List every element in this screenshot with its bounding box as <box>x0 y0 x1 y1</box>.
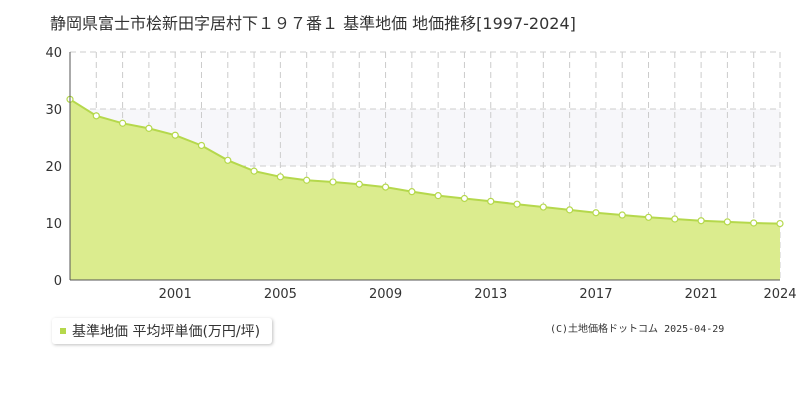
data-point-1998 <box>92 112 100 120</box>
data-point-1999 <box>118 119 127 127</box>
data-point-2019 <box>644 213 653 221</box>
data-point-2012 <box>460 194 469 203</box>
data-point-2006 <box>303 176 311 184</box>
data-point-2014 <box>513 200 521 208</box>
data-point-2000 <box>145 124 153 132</box>
x-tick-label: 2005 <box>264 287 297 302</box>
x-tick-label: 2009 <box>369 287 402 302</box>
series-line <box>69 98 781 225</box>
y-tick-label: 20 <box>45 160 62 175</box>
data-point-2007 <box>329 178 337 186</box>
copyright-notice: (C)土地価格ドットコム 2025-04-29 <box>550 324 725 335</box>
data-point-2023 <box>750 219 758 227</box>
data-point-2011 <box>434 192 442 200</box>
x-tick-label: 2013 <box>474 287 507 302</box>
y-tick-label: 30 <box>45 103 62 118</box>
data-point-2020 <box>671 215 679 223</box>
data-point-2024 <box>776 219 784 228</box>
data-point-2016 <box>566 206 574 214</box>
y-tick-labels: 0 10 20 30 40 <box>45 46 62 289</box>
legend-label: 基準地価 平均坪単価(万円/坪) <box>72 324 261 340</box>
data-point-2010 <box>408 188 416 196</box>
series-area-fill <box>70 99 780 280</box>
chart-title: 静岡県富士市桧新田字居村下１９７番１ 基準地価 地価推移[1997-2024] <box>50 14 576 33</box>
y-tick-label: 40 <box>45 46 62 61</box>
data-point-2003 <box>224 156 232 164</box>
x-tick-label: 2021 <box>685 287 718 302</box>
data-point-2017 <box>592 209 600 217</box>
data-point-2015 <box>539 203 547 211</box>
y-tick-label: 10 <box>45 217 62 232</box>
x-tick-labels: 2001 2005 2009 2013 2017 2021 2024 <box>159 287 797 302</box>
data-point-2005 <box>276 173 284 181</box>
y-tick-label: 0 <box>54 274 62 289</box>
x-tick-label: 2001 <box>159 287 192 302</box>
data-point-2013 <box>487 197 495 205</box>
x-tick-label: 2024 <box>763 287 796 302</box>
x-tick-label: 2017 <box>579 287 612 302</box>
square-marker-icon <box>60 328 66 334</box>
chart-legend: 基準地価 平均坪単価(万円/坪) <box>52 318 273 344</box>
data-point-2001 <box>171 131 179 139</box>
data-point-2018 <box>618 211 626 219</box>
data-point-2004 <box>250 167 258 175</box>
data-point-2021 <box>697 217 705 225</box>
series-points <box>66 95 784 228</box>
data-point-2022 <box>723 218 732 226</box>
data-point-2008 <box>355 180 363 188</box>
data-point-2009 <box>381 183 390 191</box>
data-point-2002 <box>197 141 206 150</box>
